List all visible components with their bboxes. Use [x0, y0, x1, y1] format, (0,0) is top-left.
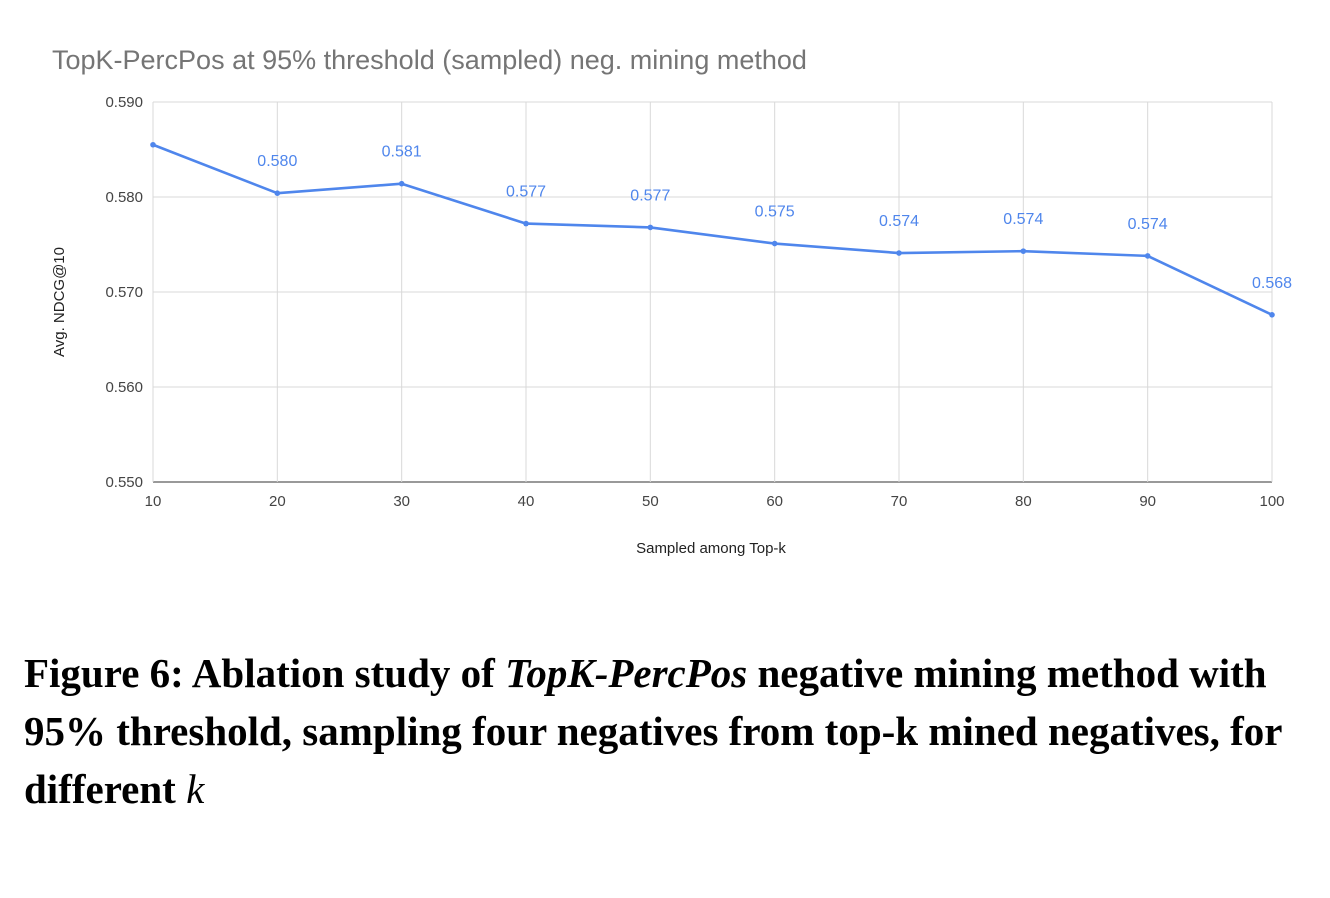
x-tick-label: 100 [1259, 493, 1284, 510]
series-line [152, 143, 1273, 316]
caption-prefix: Figure 6: Ablation study of [24, 650, 506, 696]
data-label: 0.580 [257, 153, 297, 170]
grid [152, 101, 1273, 483]
data-label: 0.574 [879, 213, 919, 230]
data-point [1269, 312, 1275, 318]
data-point [896, 250, 902, 256]
data-label: 0.568 [1252, 275, 1292, 292]
data-point [647, 224, 654, 231]
x-axis-ticks: 10 20 30 40 50 60 70 80 90 100 [145, 493, 1285, 510]
x-tick-label: 80 [1015, 493, 1032, 510]
x-tick-label: 40 [518, 493, 535, 510]
y-tick-label: 0.550 [105, 474, 143, 491]
x-tick-label: 10 [145, 493, 162, 510]
data-point [1144, 253, 1151, 259]
data-label: 0.574 [1003, 211, 1043, 228]
data-label: 0.577 [506, 184, 546, 201]
data-label: 0.574 [1128, 216, 1168, 233]
y-axis-label: Avg. NDCG@10 [51, 247, 68, 357]
x-tick-label: 20 [269, 493, 286, 510]
figure-caption: Figure 6: Ablation study of TopK-PercPos… [24, 644, 1314, 818]
caption-method: TopK-PercPos [505, 650, 748, 696]
line-chart: TopK-PercPos at 95% threshold (sampled) … [51, 45, 1292, 557]
series [150, 141, 1275, 318]
data-label: 0.581 [382, 144, 422, 161]
x-tick-label: 50 [642, 493, 659, 510]
y-tick-label: 0.590 [105, 94, 143, 111]
data-label: 0.577 [630, 187, 670, 204]
x-axis-label: Sampled among Top-k [636, 540, 786, 557]
data-label: 0.575 [755, 204, 795, 221]
y-axis-ticks: 0.590 0.580 0.570 0.560 0.550 [105, 94, 143, 491]
x-tick-label: 90 [1139, 493, 1156, 510]
data-point [523, 220, 529, 227]
caption-middle: negative mining method with 95% threshol… [24, 650, 1282, 812]
x-tick-label: 70 [891, 493, 908, 510]
data-point [274, 190, 281, 196]
caption-variable: k [186, 766, 205, 812]
data-point [1020, 248, 1027, 254]
chart-title: TopK-PercPos at 95% threshold (sampled) … [52, 45, 807, 75]
data-point [398, 180, 405, 187]
x-tick-label: 60 [766, 493, 783, 510]
y-tick-label: 0.570 [105, 284, 143, 301]
data-labels: 0.580 0.581 0.577 0.577 0.575 0.574 0.574 0.574… [257, 144, 1292, 292]
y-tick-label: 0.560 [105, 379, 143, 396]
y-tick-label: 0.580 [105, 189, 143, 206]
data-point [150, 141, 156, 148]
x-tick-label: 30 [393, 493, 410, 510]
data-point [771, 240, 778, 247]
